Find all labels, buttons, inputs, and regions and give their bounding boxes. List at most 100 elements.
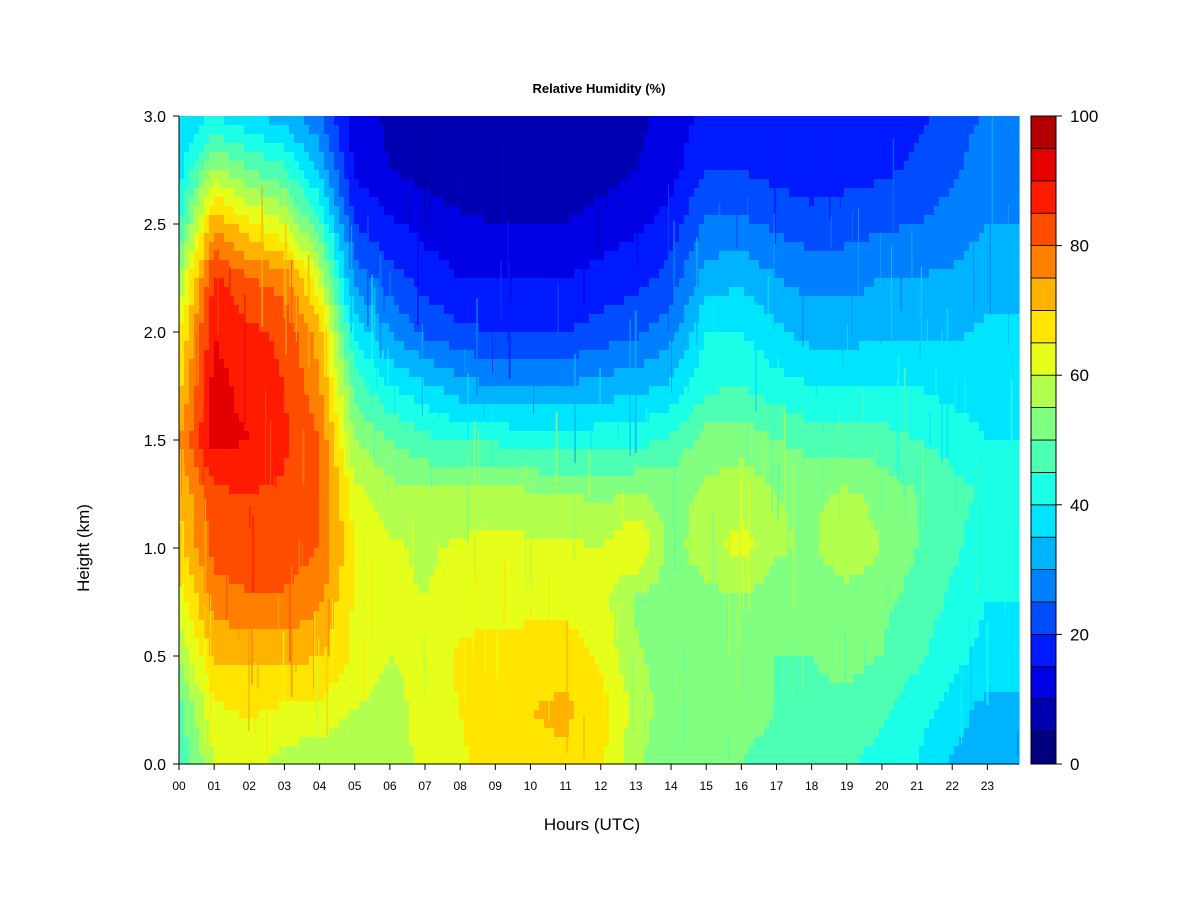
heatmap-cell — [679, 269, 685, 279]
heatmap-cell — [1009, 332, 1015, 342]
heatmap-cell — [584, 314, 590, 324]
heatmap-cell — [859, 233, 865, 243]
heatmap-cell — [924, 251, 930, 261]
heatmap-cell — [614, 152, 620, 162]
heatmap-cell — [974, 314, 980, 324]
heatmap-cell — [339, 287, 345, 297]
heatmap-cell — [179, 350, 185, 360]
heatmap-cell — [269, 125, 275, 135]
heatmap-cell — [189, 224, 195, 234]
heatmap-cell — [729, 152, 735, 162]
heatmap-cell — [204, 188, 210, 198]
heatmap-cell — [194, 269, 200, 279]
heatmap-cell — [894, 188, 900, 198]
heatmap-cell — [849, 296, 855, 306]
heatmap-cell — [289, 161, 295, 171]
heatmap-cell — [734, 332, 740, 342]
heatmap-cell — [879, 143, 885, 153]
heatmap-cell — [199, 116, 205, 126]
heatmap-cell — [914, 116, 920, 126]
heatmap-cell — [849, 215, 855, 225]
heatmap-cell — [969, 188, 975, 198]
heatmap-cell — [864, 179, 870, 189]
heatmap-cell — [589, 260, 595, 270]
heatmap-cell — [494, 161, 500, 171]
heatmap-cell — [584, 359, 590, 369]
heatmap-cell — [929, 269, 935, 279]
heatmap-cell — [339, 152, 345, 162]
heatmap-cell — [509, 152, 515, 162]
heatmap-cell — [464, 359, 470, 369]
heatmap-cell — [434, 350, 440, 360]
heatmap-cell — [704, 251, 710, 261]
heatmap-cell — [629, 233, 635, 243]
heatmap-cell — [749, 206, 755, 216]
heatmap-cell — [214, 206, 220, 216]
heatmap-cell — [894, 350, 900, 360]
heatmap-cell — [909, 134, 915, 144]
heatmap-cell — [474, 116, 480, 126]
heatmap-cell — [669, 170, 675, 180]
heatmap-cell — [544, 278, 550, 288]
heatmap-cell — [359, 269, 365, 279]
heatmap-cell — [959, 341, 965, 351]
heatmap-cell — [334, 224, 340, 234]
heatmap-cell — [874, 314, 880, 324]
heatmap-cell — [874, 188, 880, 198]
heatmap-cell — [269, 116, 275, 126]
heatmap-cell — [534, 377, 540, 387]
heatmap-cell — [524, 251, 530, 261]
heatmap-cell — [584, 116, 590, 126]
heatmap-cell — [729, 251, 735, 261]
heatmap-cell — [429, 269, 435, 279]
heatmap-cell — [859, 305, 865, 315]
heatmap-cell — [309, 377, 315, 387]
heatmap-cell — [539, 260, 545, 270]
heatmap-cell — [534, 341, 540, 351]
heatmap-cell — [869, 287, 875, 297]
heatmap-cell — [309, 278, 315, 288]
heatmap-cell — [999, 323, 1005, 333]
heatmap-cell — [314, 161, 320, 171]
heatmap-cell — [974, 278, 980, 288]
heatmap-cell — [209, 341, 215, 351]
heatmap-cell — [789, 323, 795, 333]
heatmap-cell — [514, 197, 520, 207]
heatmap-cell — [919, 260, 925, 270]
heatmap-cell — [589, 278, 595, 288]
heatmap-cell — [704, 215, 710, 225]
heatmap-cell — [209, 197, 215, 207]
heatmap-cell — [599, 296, 605, 306]
heatmap-cell — [794, 323, 800, 333]
heatmap-cell — [219, 206, 225, 216]
heatmap-cell — [179, 296, 185, 306]
heatmap-cell — [1014, 143, 1020, 153]
heatmap-cell — [279, 359, 285, 369]
heatmap-cell — [529, 305, 535, 315]
heatmap-cell — [929, 314, 935, 324]
heatmap-cell — [654, 215, 660, 225]
heatmap-cell — [634, 152, 640, 162]
heatmap-cell — [584, 341, 590, 351]
heatmap-cell — [339, 143, 345, 153]
heatmap-cell — [789, 251, 795, 261]
heatmap-cell — [289, 368, 295, 378]
heatmap-cell — [544, 197, 550, 207]
heatmap-cell — [274, 179, 280, 189]
heatmap-cell — [504, 251, 510, 261]
heatmap-cell — [409, 269, 415, 279]
heatmap-cell — [849, 134, 855, 144]
heatmap-cell — [829, 314, 835, 324]
heatmap-cell — [824, 161, 830, 171]
heatmap-cell — [334, 296, 340, 306]
heatmap-cell — [444, 161, 450, 171]
heatmap-cell — [284, 341, 290, 351]
heatmap-cell — [229, 359, 235, 369]
heatmap-cell — [499, 224, 505, 234]
heatmap-cell — [824, 323, 830, 333]
heatmap-cell — [644, 377, 650, 387]
heatmap-cell — [194, 323, 200, 333]
heatmap-cell — [499, 341, 505, 351]
heatmap-cell — [689, 377, 695, 387]
heatmap-cell — [964, 278, 970, 288]
